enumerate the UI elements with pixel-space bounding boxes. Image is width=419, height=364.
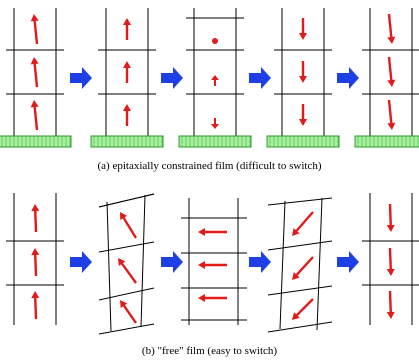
polarization-arrow: [292, 298, 314, 320]
substrate: [90, 135, 164, 148]
polarization-arrow: [299, 104, 307, 126]
panel-b-free-film: [6, 193, 419, 335]
polarization-arrow: [211, 118, 219, 129]
process-step-arrow: [161, 251, 183, 273]
polarization-arrow: [299, 61, 307, 83]
polarization-arrow: [386, 290, 395, 319]
substrate: [266, 135, 340, 148]
polarization-arrow: [387, 56, 396, 87]
polarization-arrow: [31, 204, 40, 233]
polarization-arrow: [31, 248, 40, 277]
process-step-arrow: [337, 67, 359, 89]
film-stage: [178, 8, 252, 148]
film-stage: [266, 8, 340, 148]
process-step-arrow: [70, 251, 92, 273]
polarization-arrow: [198, 261, 227, 269]
polarization-dot: [212, 38, 218, 44]
film-stage: [181, 198, 247, 325]
process-step-arrow: [161, 67, 183, 89]
polarization-arrow: [198, 294, 227, 302]
process-step-arrow: [249, 67, 271, 89]
polarization-arrow: [31, 291, 40, 320]
film-stage: [354, 8, 419, 148]
film-stage: [98, 193, 155, 335]
polarization-arrow: [30, 100, 39, 131]
film-stage: [267, 197, 333, 333]
polarization-arrow: [211, 75, 219, 86]
film-stage: [90, 8, 164, 148]
polarization-arrow: [123, 18, 131, 40]
polarization-arrow: [118, 258, 137, 284]
caption-constrained-film: (a) epitaxially constrained film (diffic…: [97, 160, 322, 172]
polarization-arrow: [120, 300, 137, 324]
process-arrows: [70, 67, 359, 273]
film-stage: [6, 193, 64, 325]
panel-a-constrained-film: [0, 8, 419, 148]
polarization-arrow: [299, 18, 307, 40]
substrate: [354, 135, 419, 148]
polarization-arrow: [292, 211, 314, 236]
process-step-arrow: [337, 251, 359, 273]
caption-free-film: (b) "free" film (easy to switch): [141, 345, 278, 357]
polarization-arrow: [123, 104, 131, 126]
film-stage: [0, 8, 72, 148]
polarization-arrow: [292, 256, 314, 280]
substrate: [0, 135, 72, 148]
polarization-arrow: [30, 14, 39, 45]
polarization-arrow: [387, 99, 396, 130]
polarization-arrow: [198, 228, 227, 236]
polarization-arrow: [386, 247, 395, 276]
process-step-arrow: [249, 251, 271, 273]
film-stage: [362, 193, 419, 325]
polarization-arrow: [120, 212, 138, 239]
substrate: [178, 135, 252, 148]
polarization-arrow: [386, 203, 395, 232]
polarization-arrow: [30, 57, 39, 88]
process-step-arrow: [70, 67, 92, 89]
polarization-arrow: [387, 13, 396, 44]
polarization-arrow: [123, 61, 131, 83]
